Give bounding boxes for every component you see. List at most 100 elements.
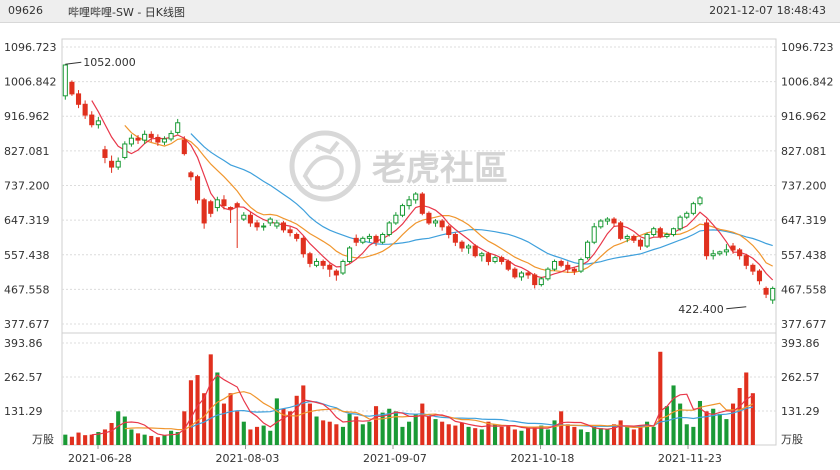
volume-bar <box>526 428 531 445</box>
candle-body <box>525 272 531 276</box>
volume-bar <box>373 406 379 445</box>
price-tick-label-left: 377.677 <box>4 318 50 331</box>
volume-bar <box>459 422 465 445</box>
volume-bar <box>506 425 511 445</box>
volume-bar <box>572 426 577 445</box>
volume-ma5-line <box>91 374 754 436</box>
candle-body <box>313 260 320 266</box>
ma10-line <box>124 124 773 274</box>
candle-body <box>294 234 300 239</box>
volume-bar <box>241 421 246 445</box>
volume-bar <box>83 435 88 445</box>
volume-tick-label-left: 262.57 <box>4 371 43 384</box>
candle-body <box>770 287 776 301</box>
volume-bar <box>76 432 81 445</box>
candle-body <box>148 133 154 138</box>
candle-body <box>128 137 134 145</box>
volume-bar <box>340 426 346 445</box>
volume-bar <box>466 426 471 445</box>
price-tick-label-right: 647.319 <box>781 214 827 227</box>
candle-body <box>545 268 551 280</box>
candle-body <box>743 255 749 266</box>
price-tick-label-right: 467.558 <box>781 283 827 296</box>
volume-tick-label-right: 393.86 <box>781 337 820 350</box>
candle-body <box>565 264 571 270</box>
candle-body <box>399 205 406 216</box>
date-tick-label: 2021-10-18 <box>511 452 575 465</box>
volume-bar <box>730 403 736 445</box>
candle-body <box>459 241 465 249</box>
volume-bar <box>704 411 709 445</box>
candle-body <box>717 251 723 255</box>
volume-bar <box>155 437 160 445</box>
volume-bar <box>420 403 425 445</box>
candle-body <box>221 199 227 207</box>
volume-bar <box>492 424 498 445</box>
volume-bar <box>202 393 207 445</box>
candle-body <box>406 199 412 207</box>
candle-body <box>446 226 452 236</box>
timestamp: 2021-12-07 18:48:43 <box>709 4 826 17</box>
candle-body <box>62 64 68 97</box>
date-tick-label: 2021-08-03 <box>216 452 280 465</box>
volume-bar <box>109 422 114 445</box>
volume-bar <box>208 354 213 445</box>
candle-body <box>194 176 201 201</box>
candle-body <box>426 212 432 224</box>
candle-body <box>261 225 267 228</box>
candle-body <box>571 268 577 272</box>
candle-body <box>188 172 194 178</box>
tiger-logo-icon <box>289 130 361 202</box>
date-tick-label: 2021-09-07 <box>363 452 427 465</box>
price-tick-label-left: 1006.842 <box>4 76 57 89</box>
candle-body <box>82 103 88 116</box>
volume-bar <box>116 411 121 445</box>
high-price-label: 1052.000 <box>83 56 136 69</box>
candles <box>62 64 776 304</box>
high-leader-line <box>65 61 82 65</box>
volume-bar <box>63 434 68 445</box>
volume-bar <box>367 421 372 445</box>
candle-body <box>320 260 326 266</box>
price-tick-label-left: 647.319 <box>4 214 50 227</box>
volume-bar <box>697 400 703 445</box>
candle-body <box>419 193 425 214</box>
volume-bar <box>559 411 564 445</box>
volume-bar <box>645 421 650 445</box>
candle-body <box>413 193 419 201</box>
volume-bar <box>327 421 332 445</box>
volume-bar <box>440 421 445 445</box>
candle-body <box>360 237 366 243</box>
volume-bar <box>750 393 755 445</box>
volume-bar <box>413 413 418 445</box>
volume-bar <box>499 426 504 445</box>
candle-body <box>624 235 630 239</box>
candle-body <box>763 287 769 295</box>
volume-bar <box>407 421 412 445</box>
stock-code: 09626 <box>8 4 43 17</box>
volume-bar <box>598 428 603 445</box>
candle-body <box>492 257 498 262</box>
candle-body <box>347 247 353 262</box>
candle-body <box>532 274 538 286</box>
candle-body <box>214 199 220 209</box>
volume-bar <box>658 351 663 445</box>
volume-bar <box>129 429 134 445</box>
volume-bar <box>221 403 227 445</box>
volume-bar <box>717 413 722 445</box>
price-tick-label-left: 916.962 <box>4 110 50 123</box>
candle-body <box>155 136 161 143</box>
candle-body <box>538 278 544 286</box>
candle-body <box>287 229 293 234</box>
volume-bar <box>578 429 584 445</box>
volume-bar <box>301 385 306 445</box>
price-tick-label-right: 737.200 <box>781 180 827 193</box>
candle-body <box>618 222 624 239</box>
candle-body <box>499 257 505 262</box>
candle-body <box>591 226 597 243</box>
volume-bar <box>737 388 742 445</box>
volume-bar <box>380 412 385 445</box>
candle-body <box>122 143 128 158</box>
date-tick-label: 2021-11-23 <box>658 452 722 465</box>
